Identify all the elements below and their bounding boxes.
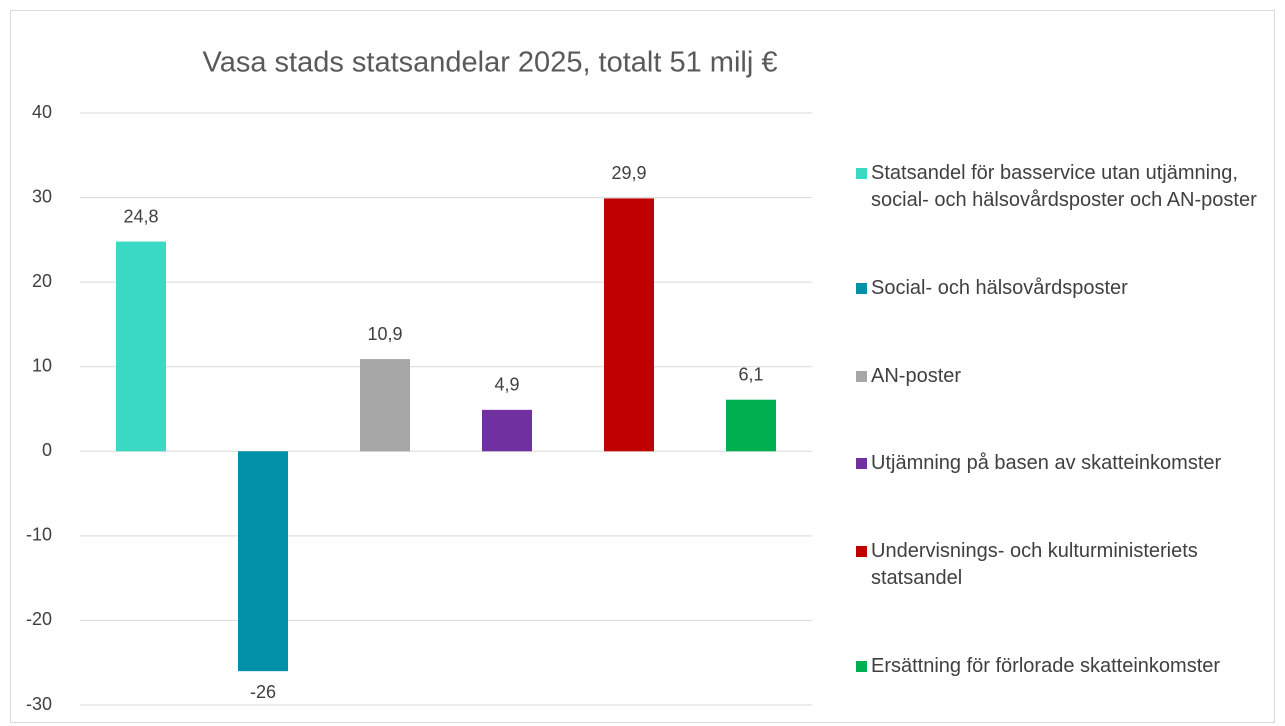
bar [238,451,288,672]
data-label: 24,8 [123,206,158,226]
data-label: 29,9 [611,163,646,183]
legend-swatch [856,168,867,180]
bar [604,198,654,452]
bar [116,241,166,452]
y-tick-label: 30 [32,186,52,206]
legend-swatch [856,282,867,294]
legend-entry: Utjämning på basen av skatteinkomster [856,450,1276,477]
legend: Statsandel för basservice utan utjämning… [856,130,1276,710]
legend-swatch [856,660,867,672]
y-tick-label: 20 [32,271,52,291]
data-label: 10,9 [367,324,402,344]
legend-swatch [856,370,867,382]
y-tick-label: -10 [26,525,52,545]
y-tick-label: -30 [26,694,52,714]
legend-label: Utjämning på basen av skatteinkomster [871,452,1222,475]
bar [482,409,532,452]
data-label: -26 [250,682,276,702]
data-label: 6,1 [738,364,763,384]
y-tick-label: 40 [32,102,52,122]
legend-label: AN-poster [871,364,962,387]
legend-entry: Statsandel för basservice utan utjämning… [856,160,1276,214]
legend-label: Undervisnings- och kulturministeriets st… [871,539,1198,589]
legend-label: Social- och hälsovårdsposter [871,276,1128,299]
chart-border [10,10,1275,723]
legend-entry: Undervisnings- och kulturministeriets st… [856,538,1276,592]
legend-entry: Social- och hälsovårdsposter [856,275,1276,302]
legend-swatch [856,545,867,557]
legend-label: Statsandel för basservice utan utjämning… [871,162,1257,212]
legend-entry: Ersättning för förlorade skatteinkomster [856,653,1276,680]
y-tick-label: 10 [32,355,52,375]
y-tick-label: 0 [42,440,52,460]
data-label: 4,9 [494,375,519,395]
bar [360,359,410,452]
legend-swatch [856,458,867,470]
bar [726,399,776,452]
chart-title: Vasa stads statsandelar 2025, totalt 51 … [203,47,778,79]
legend-entry: AN-poster [856,363,1276,390]
legend-label: Ersättning för förlorade skatteinkomster [871,654,1221,677]
y-tick-label: -20 [26,609,52,629]
